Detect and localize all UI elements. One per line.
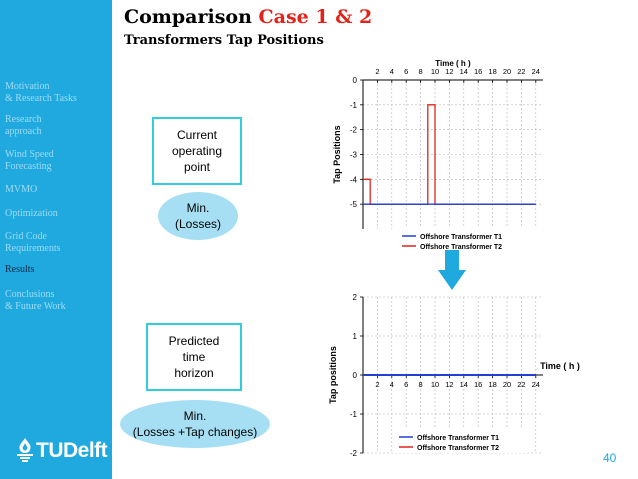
chart-legend: Offshore Transformer T1 Offshore Transfor… [395,429,525,453]
sidebar-item-research-approach[interactable]: Research approach [5,114,42,137]
y-tick-label: 0 [353,76,358,85]
chart-legend: Offshore Transformer T1 Offshore Transfor… [398,228,538,252]
legend-entry: Offshore Transformer T2 [417,445,499,452]
y-tick-label: -5 [350,200,358,209]
sidebar: Motivation & Research Tasks Research app… [0,0,112,479]
y-tick-label: -1 [350,410,358,419]
y-tick-label: -2 [350,449,358,458]
x-tick-label: 2 [375,380,379,389]
y-tick-label: -3 [350,151,358,160]
x-tick-label: 14 [460,380,468,389]
x-tick-label: 24 [532,67,540,76]
x-tick-label: 22 [517,67,525,76]
legend-entry: Offshore Transformer T2 [420,244,502,251]
x-tick-label: 8 [419,380,423,389]
x-tick-label: 18 [488,67,496,76]
legend-box [398,228,538,252]
sidebar-item-mvmo[interactable]: MVMO [5,184,38,195]
min-losses-tap-changes-ellipse: Min. (Losses +Tap changes) [120,400,270,448]
current-operating-point-box: Current operating point [152,117,242,185]
x-axis-label: Time ( h ) [540,361,580,371]
legend-entry: Offshore Transformer T1 [417,435,499,442]
y-axis-label: Tap Positions [332,125,342,183]
logo-text: TUDelft [36,439,108,462]
sidebar-item-optimization[interactable]: Optimization [5,208,58,219]
sidebar-item-conclusions[interactable]: Conclusions & Future Work [5,289,66,312]
page-number: 40 [603,451,617,465]
page-title-accent: Case 1 & 2 [258,6,373,28]
x-tick-label: 8 [419,67,423,76]
legend-box [395,429,525,453]
x-tick-label: 14 [460,67,468,76]
x-tick-label: 20 [503,67,511,76]
x-axis-label: Time ( h ) [435,59,471,68]
down-arrow-icon [438,250,466,290]
page-title: Comparison Case 1 & 2 [124,6,373,28]
x-tick-label: 20 [503,380,511,389]
flame-icon [17,438,33,462]
y-tick-label: 2 [353,293,358,302]
x-tick-label: 6 [404,380,408,389]
y-tick-label: 0 [353,371,358,380]
legend-entry: Offshore Transformer T1 [420,234,502,241]
y-tick-label: -2 [350,126,358,135]
sidebar-item-motivation[interactable]: Motivation & Research Tasks [5,81,77,104]
page-subtitle: Transformers Tap Positions [124,33,324,48]
tudelft-logo: TUDelft [14,437,108,465]
sidebar-item-wind-speed[interactable]: Wind Speed Forecasting [5,149,54,172]
x-tick-label: 2 [375,67,379,76]
sidebar-item-results[interactable]: Results [5,264,35,275]
x-tick-label: 18 [488,380,496,389]
min-losses-ellipse: Min. (Losses) [158,192,238,240]
x-tick-label: 16 [474,67,482,76]
predicted-time-horizon-box: Predicted time horizon [146,323,242,391]
x-tick-label: 22 [517,380,525,389]
x-tick-label: 16 [474,380,482,389]
x-tick-label: 4 [390,380,394,389]
y-tick-label: -1 [350,101,358,110]
y-axis-label: Tap positions [328,346,338,404]
x-tick-label: 12 [445,380,453,389]
x-tick-label: 4 [390,67,394,76]
x-tick-label: 6 [404,67,408,76]
series-line [363,104,536,205]
y-tick-label: -4 [350,175,358,184]
x-tick-label: 24 [532,380,540,389]
x-tick-label: 12 [445,67,453,76]
x-tick-label: 10 [431,380,439,389]
y-tick-label: 1 [353,332,358,341]
sidebar-item-grid-code[interactable]: Grid Code Requirements [5,231,61,254]
x-tick-label: 10 [431,67,439,76]
